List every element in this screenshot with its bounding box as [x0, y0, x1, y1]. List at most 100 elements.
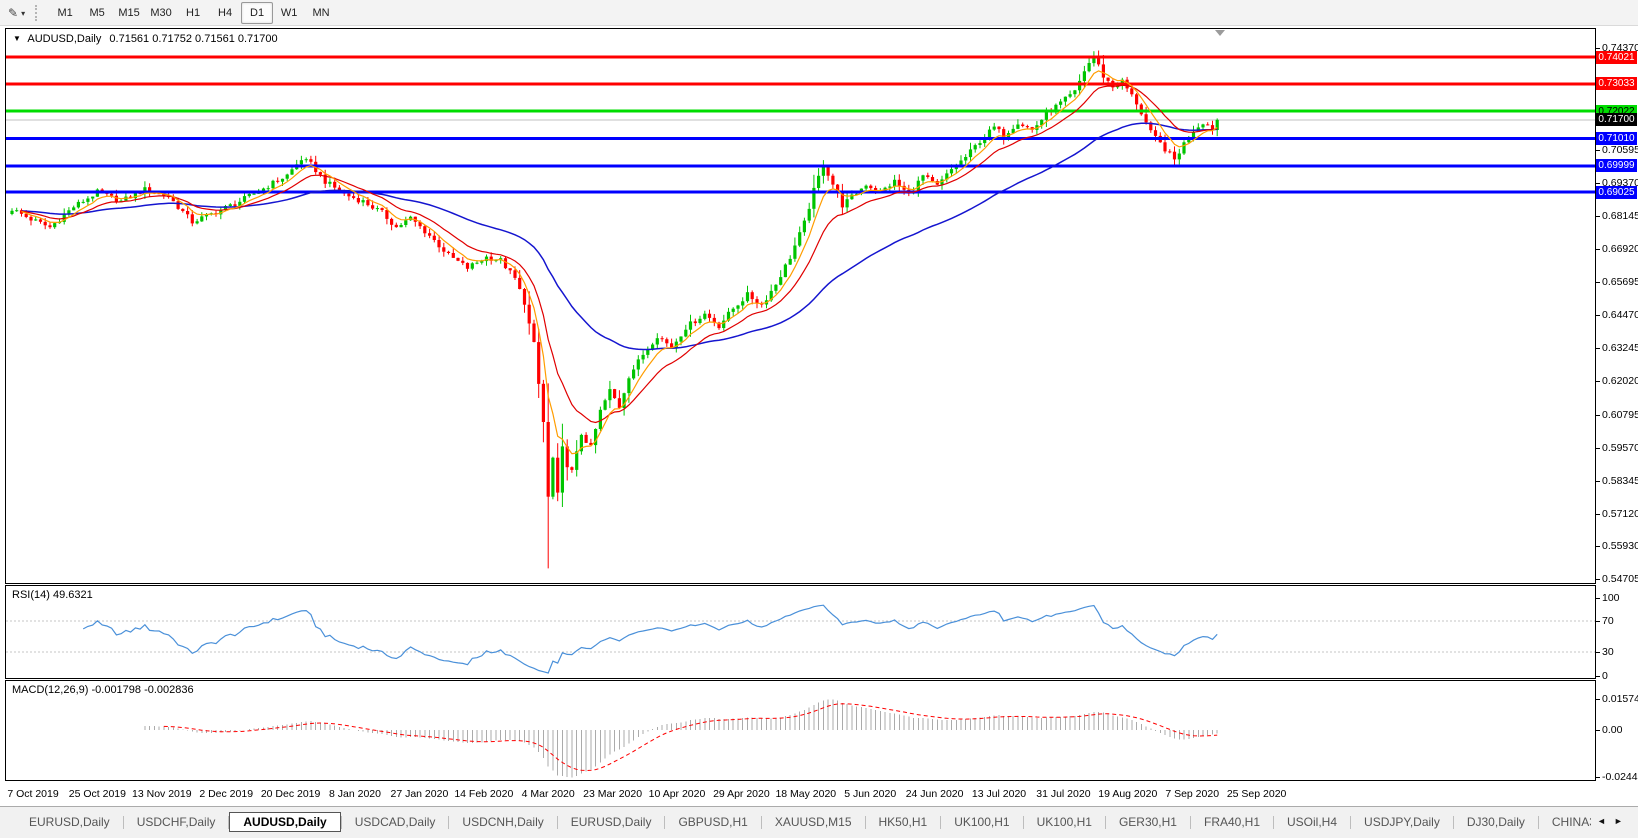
chart-tab-eurusd-daily[interactable]: EURUSD,Daily [29, 815, 110, 829]
tab-separator [1350, 815, 1352, 829]
macd-tick-label: 0.015741 [1602, 693, 1638, 705]
price-tick-mark [1596, 415, 1600, 416]
price-tick-label: 0.55930 [1602, 540, 1638, 552]
macd-tick-label: -0.024412 [1602, 771, 1638, 783]
price-tick-mark [1596, 282, 1600, 283]
chart-tab-bar: EURUSD,Daily USDCHF,Daily AUDUSD,Daily USDC… [0, 806, 1638, 838]
chart-ohlc-values: 0.71561 0.71752 0.71561 0.71700 [109, 33, 278, 45]
price-line-label: 0.71010 [1596, 132, 1637, 145]
chart-tab-uk100-h1[interactable]: UK100,H1 [1036, 815, 1092, 829]
date-label: 8 Jan 2020 [329, 788, 381, 800]
chart-tab-uk100-h1[interactable]: UK100,H1 [954, 815, 1010, 829]
chart-tab-audusd-daily[interactable]: AUDUSD,Daily [229, 812, 341, 832]
price-tick-mark [1596, 381, 1600, 382]
tab-separator [228, 815, 230, 829]
date-label: 24 Jun 2020 [905, 788, 964, 800]
date-label: 14 Feb 2020 [454, 788, 514, 800]
chart-tab-hk50-h1[interactable]: HK50,H1 [878, 815, 928, 829]
timeframe-w1[interactable]: W1 [280, 6, 298, 19]
price-tick-mark [1596, 249, 1600, 250]
chart-tab-usdjpy-daily[interactable]: USDJPY,Daily [1364, 815, 1440, 829]
chart-tab-xauusd-m15[interactable]: XAUUSD,M15 [774, 815, 852, 829]
price-tick-mark [1596, 183, 1600, 184]
price-tick-label: 0.59570 [1602, 442, 1638, 454]
timeframe-h1[interactable]: H1 [186, 6, 201, 19]
tab-separator [1452, 815, 1454, 829]
date-label: 18 May 2020 [775, 788, 837, 800]
rsi-tick-label: 30 [1602, 646, 1614, 658]
tab-separator [1189, 815, 1191, 829]
date-label: 31 Jul 2020 [1036, 788, 1091, 800]
time-axis[interactable]: 7 Oct 2019 25 Oct 2019 13 Nov 2019 2 Dec 20… [5, 781, 1596, 805]
rsi-tick-mark [1596, 676, 1600, 677]
tab-separator [340, 815, 342, 829]
window-menu-icon[interactable]: ▼ [13, 34, 21, 43]
date-label: 2 Dec 2019 [199, 788, 254, 800]
timeframe-m15[interactable]: M15 [118, 6, 140, 19]
macd-panel[interactable]: MACD(12,26,9) -0.001798 -0.002836 [5, 680, 1596, 781]
price-tick-label: 0.68145 [1602, 210, 1638, 222]
timeframe-h4[interactable]: H4 [218, 6, 233, 19]
price-chart-panel[interactable]: ▼ AUDUSD,Daily 0.71561 0.71752 0.71561 0… [5, 28, 1596, 584]
tab-scroll-left-icon[interactable]: ◄ [1597, 816, 1606, 826]
price-line-label: 0.69999 [1596, 159, 1637, 172]
chart-symbol: AUDUSD,Daily [27, 33, 102, 45]
rsi-tick-label: 0 [1602, 670, 1608, 682]
chart-tab-usdcnh-daily[interactable]: USDCNH,Daily [462, 815, 544, 829]
chart-shift-marker[interactable] [1215, 30, 1225, 36]
price-tick-mark [1596, 315, 1600, 316]
timeframe-buttons: M1 M5 M15 M30 H1 H4 D1 W1 MN [49, 1, 337, 24]
price-axis[interactable]: 0.74370 0.70595 0.69370 0.68145 0.66920 0.656… [1596, 28, 1638, 783]
chart-tabs: EURUSD,Daily USDCHF,Daily AUDUSD,Daily USDC… [16, 811, 1591, 833]
chart-title: ▼ AUDUSD,Daily 0.71561 0.71752 0.71561 0… [13, 33, 278, 45]
price-tick-mark [1596, 481, 1600, 482]
chart-tab-usoil-h4[interactable]: USOil,H4 [1287, 815, 1338, 829]
date-label: 27 Jan 2020 [390, 788, 449, 800]
date-label: 7 Sep 2020 [1165, 788, 1220, 800]
price-tick-mark [1596, 579, 1600, 580]
timeframe-m1[interactable]: M1 [57, 6, 73, 19]
current-price-label: 0.71700 [1596, 113, 1637, 126]
price-tick-mark [1596, 216, 1600, 217]
dropdown-arrow-icon[interactable]: ▾ [21, 9, 26, 18]
chart-tab-usdcad-daily[interactable]: USDCAD,Daily [354, 815, 436, 829]
macd-chart[interactable] [6, 681, 1595, 780]
timeframe-mn[interactable]: MN [312, 6, 330, 19]
price-tick-mark [1596, 514, 1600, 515]
chart-tab-eurusd-daily[interactable]: EURUSD,Daily [570, 815, 652, 829]
timeframe-m5[interactable]: M5 [89, 6, 105, 19]
date-label: 5 Jun 2020 [844, 788, 897, 800]
chart-tab-china300-h1[interactable]: CHINA300,H1 [1551, 815, 1591, 829]
rsi-panel[interactable]: RSI(14) 49.6321 [5, 585, 1596, 679]
tab-separator [122, 815, 124, 829]
price-line-label: 0.73033 [1596, 77, 1637, 90]
price-tick-label: 0.57120 [1602, 508, 1638, 520]
toolbar-grip[interactable] [35, 4, 40, 21]
tab-scroll-right-icon[interactable]: ► [1613, 816, 1623, 826]
rsi-label: RSI(14) [12, 589, 50, 601]
chart-tab-ger30-h1[interactable]: GER30,H1 [1118, 815, 1177, 829]
date-label: 29 Apr 2020 [713, 788, 770, 800]
price-tick-label: 0.65695 [1602, 276, 1638, 288]
price-tick-mark [1596, 348, 1600, 349]
date-label: 13 Nov 2019 [132, 788, 192, 800]
tab-separator [940, 815, 942, 829]
tab-separator [664, 815, 666, 829]
price-tick-label: 0.62020 [1602, 375, 1638, 387]
tab-separator [1273, 815, 1275, 829]
timeframe-d1[interactable]: D1 [241, 1, 274, 24]
candlestick-chart[interactable] [6, 29, 1595, 583]
price-tick-label: 0.54705 [1602, 573, 1638, 585]
chart-tab-gbpusd-h1[interactable]: GBPUSD,H1 [678, 815, 748, 829]
timeframe-m30[interactable]: M30 [150, 6, 172, 19]
macd-tick-mark [1596, 730, 1600, 731]
chart-tab-fra40-h1[interactable]: FRA40,H1 [1203, 815, 1261, 829]
date-label: 4 Mar 2020 [521, 788, 575, 800]
rsi-tick-mark [1596, 621, 1600, 622]
price-line-label: 0.74021 [1596, 51, 1637, 64]
draw-tool-icon[interactable]: ✎ [8, 5, 19, 20]
chart-tab-dj30-daily[interactable]: DJ30,Daily [1466, 815, 1525, 829]
chart-tab-usdchf-daily[interactable]: USDCHF,Daily [136, 815, 216, 829]
rsi-chart[interactable] [6, 586, 1595, 678]
tab-separator [1104, 815, 1106, 829]
